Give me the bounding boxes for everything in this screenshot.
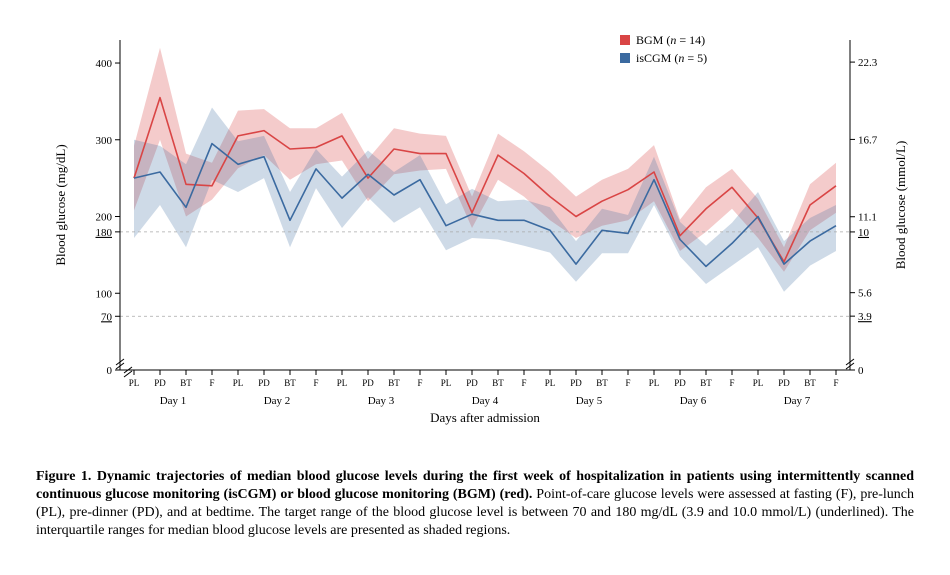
x-minor-tick-label: F [521, 378, 526, 388]
x-minor-tick-label: BT [284, 378, 296, 388]
x-minor-tick-label: PL [545, 378, 556, 388]
x-minor-tick-label: BT [388, 378, 400, 388]
x-minor-tick-label: BT [804, 378, 816, 388]
x-minor-tick-label: PD [154, 378, 166, 388]
y-left-tick-label: 300 [96, 135, 113, 147]
x-minor-tick-label: F [417, 378, 422, 388]
x-axis-label: Days after admission [430, 410, 540, 425]
y-left-tick-label: 200 [96, 212, 113, 224]
x-minor-tick-label: PD [570, 378, 582, 388]
glucose-line-chart: 0 100 200 300 400 70 180 0 5.6 11.1 16.7 22.3 3.9 10 P… [30, 20, 920, 460]
y-left-axis-label: Blood glucose (mg/dL) [53, 144, 68, 265]
legend-label: BGM (n = 14) [636, 33, 705, 47]
figure-caption: Figure 1. Dynamic trajectories of median… [30, 460, 920, 540]
x-minor-tick-label: BT [700, 378, 712, 388]
legend-swatch [620, 53, 630, 63]
x-minor-tick-label: PL [337, 378, 348, 388]
y-right-tick-label: 0 [858, 365, 864, 377]
x-minor-tick-label: F [625, 378, 630, 388]
x-minor-tick-label: F [833, 378, 838, 388]
x-minor-tick-label: PL [649, 378, 660, 388]
x-day-label: Day 1 [160, 395, 187, 407]
legend-swatch [620, 35, 630, 45]
y-left-tick-label: 100 [96, 288, 113, 300]
x-minor-tick-label: PL [129, 378, 140, 388]
x-minor-tick-label: BT [596, 378, 608, 388]
x-minor-tick-label: F [729, 378, 734, 388]
y-right-tick-label: 5.6 [858, 288, 872, 300]
y-left-tick-label: 400 [96, 58, 113, 70]
y-left-extra-tick-label: 180 [96, 227, 113, 239]
x-minor-tick-label: F [209, 378, 214, 388]
legend-label: isCGM (n = 5) [636, 51, 707, 65]
x-minor-tick-label: BT [492, 378, 504, 388]
y-right-axis-label: Blood glucose (mmol/L) [893, 141, 908, 270]
y-right-tick-label: 11.1 [858, 212, 877, 224]
x-day-label: Day 4 [472, 395, 499, 407]
x-minor-tick-label: PD [674, 378, 686, 388]
y-left-tick-label: 0 [107, 365, 113, 377]
y-right-tick-label: 16.7 [858, 134, 878, 146]
x-minor-tick-label: PL [753, 378, 764, 388]
y-right-tick-label: 22.3 [858, 57, 878, 69]
y-right-extra-tick-label: 3.9 [858, 311, 872, 323]
x-minor-tick-label: PD [466, 378, 478, 388]
y-right-extra-tick-label: 10 [858, 227, 870, 239]
x-minor-tick-label: PL [441, 378, 452, 388]
x-minor-tick-label: PD [258, 378, 270, 388]
x-day-label: Day 2 [264, 395, 291, 407]
x-day-label: Day 7 [784, 395, 811, 407]
x-minor-tick-label: BT [180, 378, 192, 388]
x-minor-tick-label: F [313, 378, 318, 388]
x-day-label: Day 5 [576, 395, 603, 407]
x-minor-tick-label: PL [233, 378, 244, 388]
x-day-label: Day 3 [368, 395, 395, 407]
x-minor-tick-label: PD [362, 378, 374, 388]
x-day-label: Day 6 [680, 395, 707, 407]
x-minor-tick-label: PD [778, 378, 790, 388]
y-left-extra-tick-label: 70 [101, 311, 113, 323]
